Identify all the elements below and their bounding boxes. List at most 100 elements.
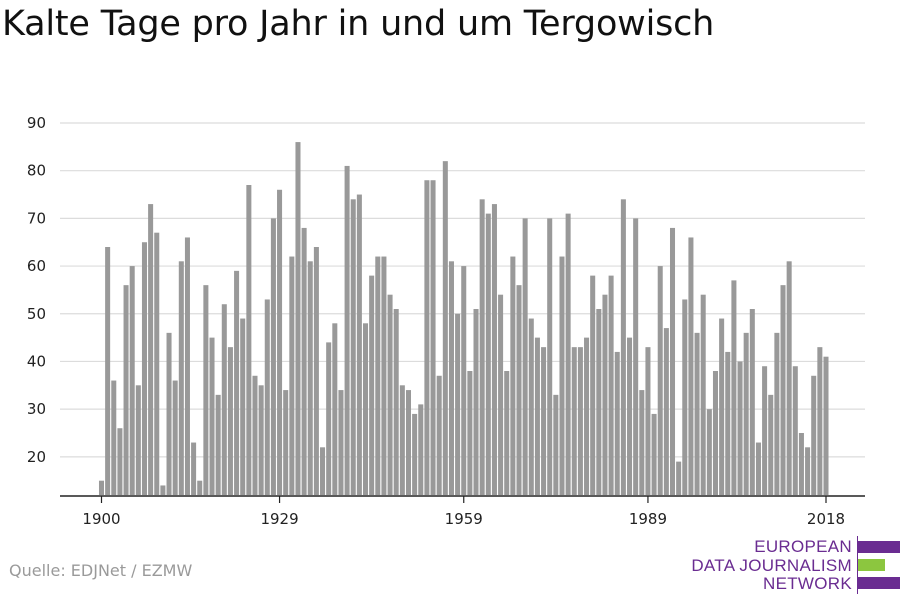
bar-1912 [172, 380, 178, 495]
bar-1902 [111, 380, 117, 495]
bar-1909 [154, 232, 160, 495]
logo-text: EUROPEAN DATA JOURNALISM NETWORK [691, 537, 852, 594]
bar-1925 [252, 375, 258, 495]
bar-1970 [528, 318, 534, 495]
bar-2013 [792, 366, 798, 495]
bar-1972 [541, 347, 547, 495]
bar-1936 [320, 447, 326, 495]
bar-2009 [768, 394, 774, 495]
x-tick-label: 1959 [445, 510, 483, 528]
bar-2005 [743, 332, 749, 495]
bar-1966 [504, 371, 510, 495]
bar-2012 [786, 261, 792, 495]
bar-2002 [725, 351, 731, 495]
x-tick-label: 1929 [260, 510, 298, 528]
bar-2004 [737, 361, 743, 495]
bar-1959 [461, 266, 467, 495]
logo-line-3: NETWORK [763, 574, 852, 593]
bar-1958 [455, 313, 461, 495]
bar-1930 [283, 390, 289, 495]
bar-1940 [344, 165, 350, 496]
bar-1993 [669, 227, 676, 496]
bar-1921 [227, 347, 233, 495]
bar-1919 [215, 394, 221, 495]
bar-1988 [639, 390, 645, 495]
x-ticks: 1900 1929 1959 1989 2018 [82, 496, 845, 528]
logo-separator [857, 536, 858, 594]
source-note: Quelle: EDJNet / EZMW [9, 561, 193, 580]
bar-1933 [301, 227, 307, 496]
bar-1935 [313, 247, 319, 495]
logo-bar-middle [858, 559, 885, 571]
y-tick-label: 70 [27, 209, 46, 227]
bar-1989 [645, 347, 651, 495]
bar-1975 [559, 256, 565, 495]
bar-1992 [663, 328, 669, 495]
bar-1983 [608, 275, 614, 495]
bar-1937 [326, 342, 332, 495]
bar-1987 [633, 218, 639, 495]
bar-1968 [516, 285, 522, 495]
bar-1947 [387, 294, 393, 495]
x-tick-label: 2018 [807, 510, 845, 528]
bar-1980 [590, 275, 596, 495]
bar-1916 [197, 480, 203, 495]
bar-1973 [547, 218, 553, 495]
chart-title: Kalte Tage pro Jahr in und um Tergowisch [2, 4, 715, 44]
bar-1904 [123, 285, 129, 495]
bar-1957 [448, 261, 454, 495]
bar-1953 [424, 180, 430, 496]
bar-1905 [129, 266, 135, 495]
bar-1920 [221, 304, 227, 495]
y-tick-label: 30 [27, 400, 46, 418]
bar-1934 [307, 261, 313, 495]
bar-1901 [105, 247, 111, 495]
bar-1926 [258, 385, 264, 495]
bar-1924 [246, 185, 252, 495]
bar-1976 [565, 213, 571, 495]
bar-1986 [627, 337, 633, 495]
bar-1998 [700, 294, 706, 495]
bar-1948 [393, 309, 399, 495]
bar-1942 [356, 194, 362, 496]
bar-1917 [203, 285, 209, 495]
x-tick-label: 1900 [82, 510, 120, 528]
bar-1910 [160, 485, 166, 495]
bar-1946 [381, 256, 387, 495]
bar-1949 [399, 385, 405, 495]
bar-1938 [332, 323, 338, 495]
bar-1903 [117, 428, 123, 495]
bar-2017 [817, 347, 823, 495]
bar-1994 [676, 461, 682, 495]
logo-line-2: DATA JOURNALISM [691, 555, 852, 575]
y-tick-label: 80 [27, 162, 46, 180]
bar-1908 [148, 204, 154, 495]
bar-2008 [762, 366, 768, 495]
bar-1955 [436, 375, 442, 495]
bar-1981 [596, 309, 602, 495]
bar-1907 [141, 242, 147, 495]
y-tick-labels: 20 30 40 50 60 70 80 90 [27, 114, 46, 466]
bar-1967 [510, 256, 516, 495]
bar-1961 [473, 309, 479, 495]
x-tick-label: 1989 [629, 510, 667, 528]
bar-1931 [289, 256, 295, 495]
bars [98, 142, 829, 496]
edjnet-logo: EUROPEAN DATA JOURNALISM NETWORK [691, 536, 900, 596]
bar-1956 [442, 161, 448, 495]
bar-1999 [706, 409, 712, 495]
bar-1985 [620, 199, 626, 495]
bar-2018 [823, 356, 829, 495]
bar-1974 [553, 394, 559, 495]
logo-line-1: EUROPEAN [754, 537, 852, 556]
bar-1984 [614, 351, 620, 495]
bar-1929 [277, 189, 283, 495]
bar-2000 [712, 371, 718, 495]
bar-1923 [240, 318, 246, 495]
bar-1928 [270, 218, 276, 495]
bar-1963 [485, 213, 491, 495]
bar-1997 [694, 332, 700, 495]
bar-1922 [234, 270, 240, 495]
bar-1969 [522, 218, 528, 495]
